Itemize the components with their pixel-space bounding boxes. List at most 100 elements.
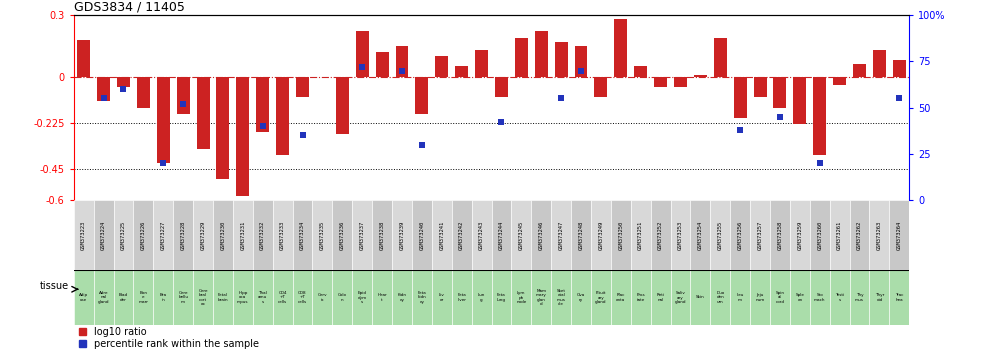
Bar xyxy=(531,200,551,270)
Bar xyxy=(432,200,452,270)
Bar xyxy=(711,200,730,270)
Bar xyxy=(352,270,373,325)
Text: GSM373242: GSM373242 xyxy=(459,221,464,250)
Bar xyxy=(376,52,388,77)
Text: GSM373252: GSM373252 xyxy=(658,221,664,250)
Text: GSM373236: GSM373236 xyxy=(340,221,345,250)
Bar xyxy=(452,270,472,325)
Text: Jeju
num: Jeju num xyxy=(755,293,765,302)
Text: Mam
mary
glan
d: Mam mary glan d xyxy=(536,289,547,306)
Text: GSM373233: GSM373233 xyxy=(280,221,285,250)
Bar xyxy=(113,270,134,325)
Bar xyxy=(435,56,448,77)
Text: Lun
g: Lun g xyxy=(478,293,486,302)
Bar xyxy=(177,77,190,114)
Bar xyxy=(770,200,790,270)
Bar xyxy=(236,77,250,196)
Text: GSM373255: GSM373255 xyxy=(718,221,723,250)
Bar xyxy=(452,200,472,270)
Bar xyxy=(610,270,631,325)
Bar xyxy=(392,270,412,325)
Bar xyxy=(272,270,293,325)
Text: GSM373243: GSM373243 xyxy=(479,221,484,250)
Text: GSM373244: GSM373244 xyxy=(499,221,504,250)
Bar xyxy=(574,46,588,77)
Bar xyxy=(373,270,392,325)
Bar xyxy=(690,270,711,325)
Bar xyxy=(332,270,352,325)
Bar xyxy=(893,60,905,77)
Bar xyxy=(173,270,193,325)
Bar xyxy=(296,77,309,97)
Bar xyxy=(156,77,170,163)
Bar xyxy=(870,270,890,325)
Text: Cere
bellu
m: Cere bellu m xyxy=(178,291,188,304)
Text: Skin: Skin xyxy=(696,296,705,299)
Bar xyxy=(495,77,508,97)
Bar xyxy=(674,77,687,87)
Text: GSM373263: GSM373263 xyxy=(877,221,882,250)
Text: Saliv
ary
gland: Saliv ary gland xyxy=(674,291,686,304)
Bar xyxy=(610,200,631,270)
Bar xyxy=(356,32,369,77)
Text: Testi
s: Testi s xyxy=(836,293,844,302)
Bar xyxy=(93,270,113,325)
Bar xyxy=(790,270,810,325)
Bar xyxy=(694,75,707,77)
Bar xyxy=(276,77,289,155)
Text: Thal
amu
s: Thal amu s xyxy=(259,291,267,304)
Text: GSM373254: GSM373254 xyxy=(698,221,703,250)
Bar xyxy=(492,200,511,270)
Text: Feta
kidn
ey: Feta kidn ey xyxy=(418,291,427,304)
Bar xyxy=(830,200,849,270)
Bar xyxy=(711,270,730,325)
Bar xyxy=(670,270,690,325)
Bar xyxy=(849,270,870,325)
Text: Kidn
ey: Kidn ey xyxy=(397,293,407,302)
Bar xyxy=(472,200,492,270)
Text: GSM373227: GSM373227 xyxy=(161,221,166,250)
Bar xyxy=(475,50,488,77)
Bar xyxy=(849,200,870,270)
Bar xyxy=(571,200,591,270)
Text: GSM373234: GSM373234 xyxy=(300,221,305,250)
Text: GSM373223: GSM373223 xyxy=(82,221,87,250)
Text: GSM373241: GSM373241 xyxy=(439,221,444,250)
Bar xyxy=(213,270,233,325)
Bar xyxy=(790,200,810,270)
Bar xyxy=(754,77,767,97)
Bar xyxy=(870,200,890,270)
Legend: log10 ratio, percentile rank within the sample: log10 ratio, percentile rank within the … xyxy=(79,327,260,349)
Bar xyxy=(373,200,392,270)
Text: Sple
en: Sple en xyxy=(795,293,804,302)
Text: Feta
lung: Feta lung xyxy=(497,293,506,302)
Bar xyxy=(853,64,866,77)
Text: Ileu
m: Ileu m xyxy=(736,293,744,302)
Text: Thy
mus: Thy mus xyxy=(855,293,864,302)
Text: GSM373239: GSM373239 xyxy=(399,221,404,250)
Text: Pituit
ary
gland: Pituit ary gland xyxy=(595,291,607,304)
Bar xyxy=(690,200,711,270)
Text: Plac
enta: Plac enta xyxy=(616,293,625,302)
Text: Hear
t: Hear t xyxy=(377,293,387,302)
Text: Thyr
oid: Thyr oid xyxy=(875,293,884,302)
Bar xyxy=(197,77,209,149)
Bar xyxy=(733,77,747,118)
Text: GSM373256: GSM373256 xyxy=(737,221,743,250)
Text: Colo
n: Colo n xyxy=(338,293,347,302)
Bar xyxy=(173,200,193,270)
Bar xyxy=(352,200,373,270)
Bar xyxy=(253,200,272,270)
Bar xyxy=(472,270,492,325)
Bar xyxy=(651,200,670,270)
Bar xyxy=(134,200,153,270)
Bar xyxy=(134,270,153,325)
Bar xyxy=(313,200,332,270)
Bar xyxy=(432,270,452,325)
Bar xyxy=(551,270,571,325)
Text: GSM373240: GSM373240 xyxy=(420,221,425,250)
Text: Spin
al
cord: Spin al cord xyxy=(776,291,784,304)
Bar xyxy=(830,270,849,325)
Bar xyxy=(654,77,667,87)
Bar xyxy=(216,77,229,179)
